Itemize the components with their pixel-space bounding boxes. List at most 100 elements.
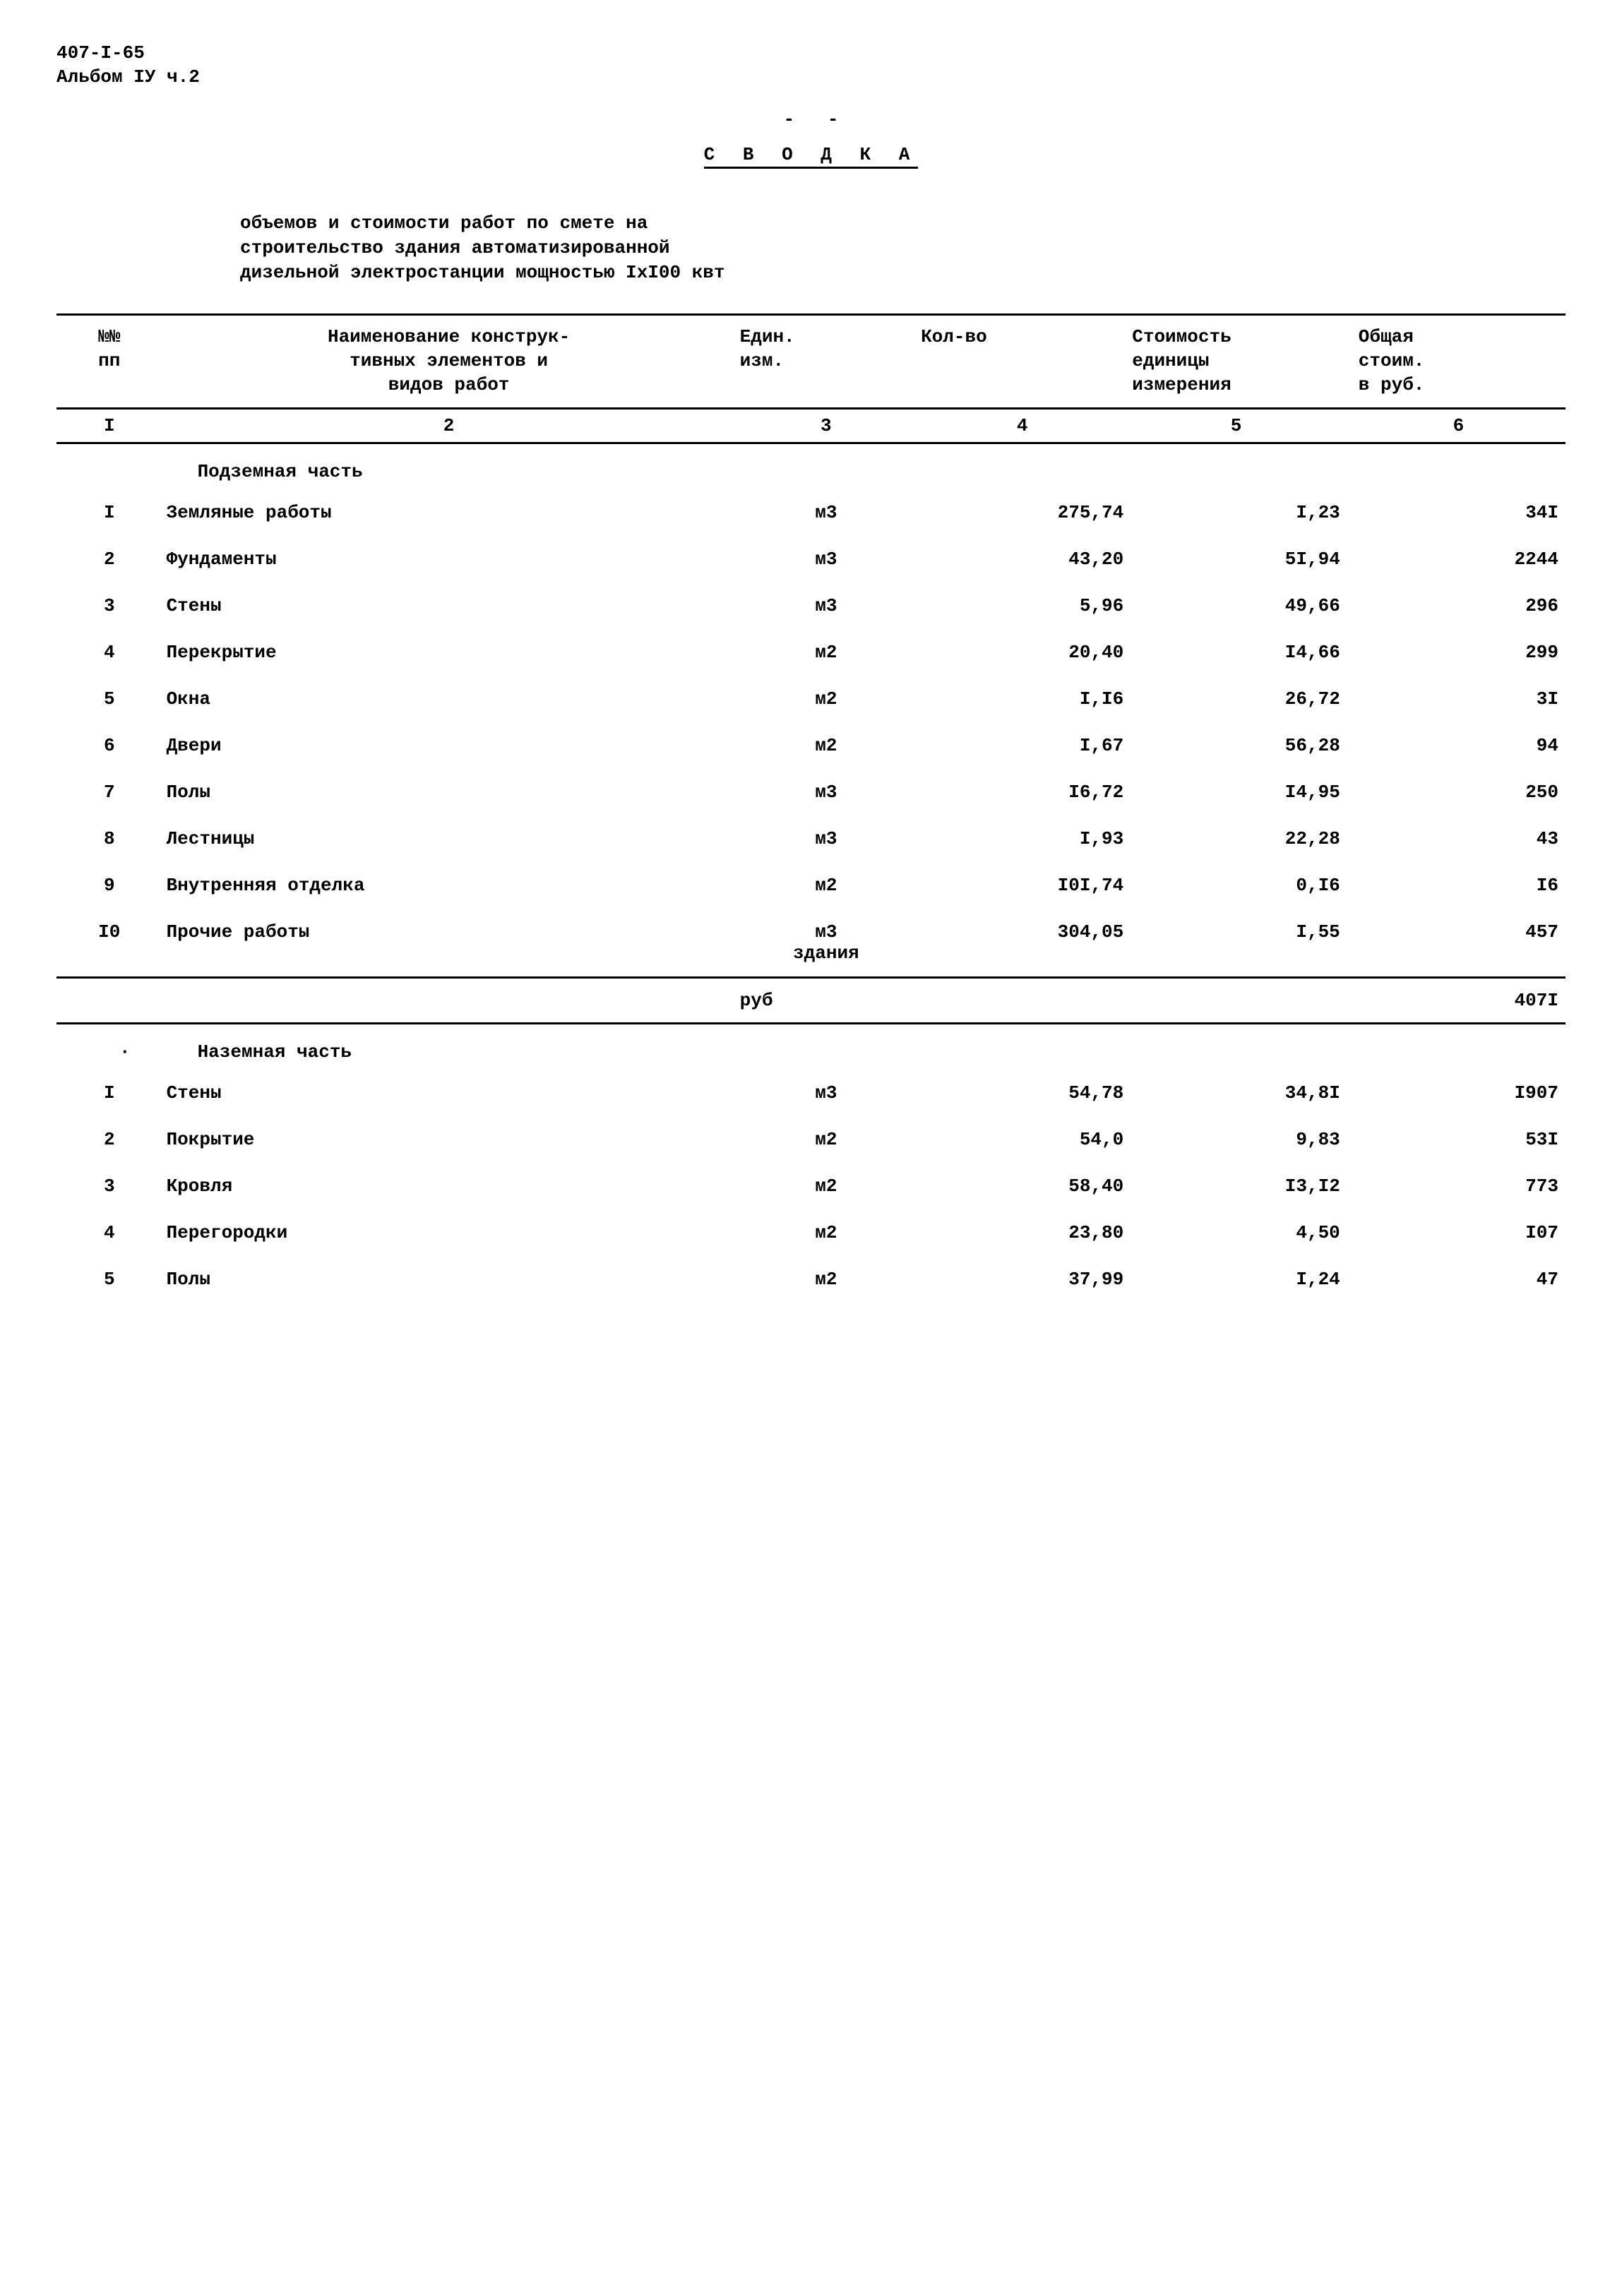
- cell-no: 2: [56, 536, 162, 582]
- cell-no: 5: [56, 676, 162, 722]
- summary-table: №№ пп Наименование конструк- тивных элем…: [56, 313, 1566, 1302]
- cell-name: Полы: [162, 769, 736, 815]
- cell-qty: I,93: [917, 815, 1128, 862]
- cell-no: 7: [56, 769, 162, 815]
- cell-price: I4,66: [1128, 629, 1354, 676]
- cell-name: Покрытие: [162, 1116, 736, 1163]
- cell-name: Внутренняя отделка: [162, 862, 736, 909]
- table-row: IСтеным354,7834,8II907: [56, 1070, 1566, 1116]
- cell-qty: I,I6: [917, 676, 1128, 722]
- cell-total: 250: [1354, 769, 1566, 815]
- cell-price: 5I,94: [1128, 536, 1354, 582]
- section-1-subtotal-row: руб 407I: [56, 977, 1566, 1023]
- section-1-title: Подземная часть: [162, 443, 736, 489]
- cell-name: Перекрытие: [162, 629, 736, 676]
- page-marker: - -: [56, 109, 1566, 130]
- cell-qty: 58,40: [917, 1163, 1128, 1209]
- header-price: Стоимость единицы измерения: [1128, 315, 1354, 408]
- cell-no: 4: [56, 629, 162, 676]
- cell-unit: м3: [736, 815, 917, 862]
- cell-no: 3: [56, 582, 162, 629]
- cell-price: 56,28: [1128, 722, 1354, 769]
- table-row: 3Стеным35,9649,66296: [56, 582, 1566, 629]
- cell-no: 2: [56, 1116, 162, 1163]
- table-row: 5Полым237,99I,2447: [56, 1256, 1566, 1303]
- cell-qty: 54,0: [917, 1116, 1128, 1163]
- subtotal-value: 407I: [1354, 977, 1566, 1023]
- cell-qty: 20,40: [917, 629, 1128, 676]
- section-1-title-row: Подземная часть: [56, 443, 1566, 489]
- table-row: 4Перегородким223,804,50I07: [56, 1209, 1566, 1256]
- cell-price: I4,95: [1128, 769, 1354, 815]
- table-row: 7Полым3I6,72I4,95250: [56, 769, 1566, 815]
- cell-price: 9,83: [1128, 1116, 1354, 1163]
- cell-total: 94: [1354, 722, 1566, 769]
- table-row: 5Окнам2I,I626,723I: [56, 676, 1566, 722]
- cell-qty: I,67: [917, 722, 1128, 769]
- cell-no: 8: [56, 815, 162, 862]
- table-row: 4Перекрытием220,40I4,66299: [56, 629, 1566, 676]
- cell-unit: м3: [736, 489, 917, 536]
- colnum-1: I: [56, 408, 162, 443]
- table-row: 6Дверим2I,6756,2894: [56, 722, 1566, 769]
- colnum-6: 6: [1354, 408, 1566, 443]
- cell-unit: м3: [736, 769, 917, 815]
- colnum-2: 2: [162, 408, 736, 443]
- cell-total: 2244: [1354, 536, 1566, 582]
- table-row: I0Прочие работым3 здания304,05I,55457: [56, 909, 1566, 978]
- table-row: 3Кровлям258,40I3,I2773: [56, 1163, 1566, 1209]
- colnum-3: 3: [736, 408, 917, 443]
- cell-unit: м3 здания: [736, 909, 917, 978]
- cell-qty: 54,78: [917, 1070, 1128, 1116]
- subtitle-line-3: дизельной электростанции мощностью IхI00…: [240, 261, 1283, 285]
- cell-unit: м2: [736, 1116, 917, 1163]
- cell-no: 3: [56, 1163, 162, 1209]
- cell-price: 22,28: [1128, 815, 1354, 862]
- header-total: Общая стоим. в руб.: [1354, 315, 1566, 408]
- cell-name: Окна: [162, 676, 736, 722]
- cell-qty: 304,05: [917, 909, 1128, 978]
- cell-unit: м2: [736, 1209, 917, 1256]
- cell-no: I: [56, 1070, 162, 1116]
- cell-price: 49,66: [1128, 582, 1354, 629]
- table-row: 9Внутренняя отделкам2I0I,740,I6I6: [56, 862, 1566, 909]
- section-2-title: Наземная часть: [162, 1023, 736, 1070]
- colnum-4: 4: [917, 408, 1128, 443]
- header-qty: Кол-во: [917, 315, 1128, 408]
- cell-qty: 43,20: [917, 536, 1128, 582]
- cell-name: Фундаменты: [162, 536, 736, 582]
- cell-unit: м2: [736, 676, 917, 722]
- cell-price: 26,72: [1128, 676, 1354, 722]
- cell-unit: м3: [736, 1070, 917, 1116]
- cell-name: Перегородки: [162, 1209, 736, 1256]
- table-row: 2Фундаментым343,205I,942244: [56, 536, 1566, 582]
- cell-total: I07: [1354, 1209, 1566, 1256]
- table-row: 2Покрытием254,09,8353I: [56, 1116, 1566, 1163]
- cell-unit: м2: [736, 722, 917, 769]
- cell-qty: 5,96: [917, 582, 1128, 629]
- cell-name: Кровля: [162, 1163, 736, 1209]
- cell-name: Полы: [162, 1256, 736, 1303]
- header-no: №№ пп: [56, 315, 162, 408]
- cell-total: 299: [1354, 629, 1566, 676]
- cell-price: I,23: [1128, 489, 1354, 536]
- cell-name: Земляные работы: [162, 489, 736, 536]
- section-2-title-row: · Наземная часть: [56, 1023, 1566, 1070]
- cell-total: 43: [1354, 815, 1566, 862]
- table-row: IЗемляные работым3275,74I,2334I: [56, 489, 1566, 536]
- cell-price: I3,I2: [1128, 1163, 1354, 1209]
- cell-price: I,55: [1128, 909, 1354, 978]
- cell-unit: м2: [736, 862, 917, 909]
- cell-qty: 275,74: [917, 489, 1128, 536]
- cell-price: I,24: [1128, 1256, 1354, 1303]
- cell-qty: 23,80: [917, 1209, 1128, 1256]
- cell-price: 34,8I: [1128, 1070, 1354, 1116]
- cell-total: 296: [1354, 582, 1566, 629]
- cell-no: I: [56, 489, 162, 536]
- cell-unit: м3: [736, 582, 917, 629]
- cell-unit: м2: [736, 1163, 917, 1209]
- cell-no: 6: [56, 722, 162, 769]
- header-name: Наименование конструк- тивных элементов …: [162, 315, 736, 408]
- cell-name: Прочие работы: [162, 909, 736, 978]
- album-label: Альбом IУ ч.2: [56, 66, 1566, 88]
